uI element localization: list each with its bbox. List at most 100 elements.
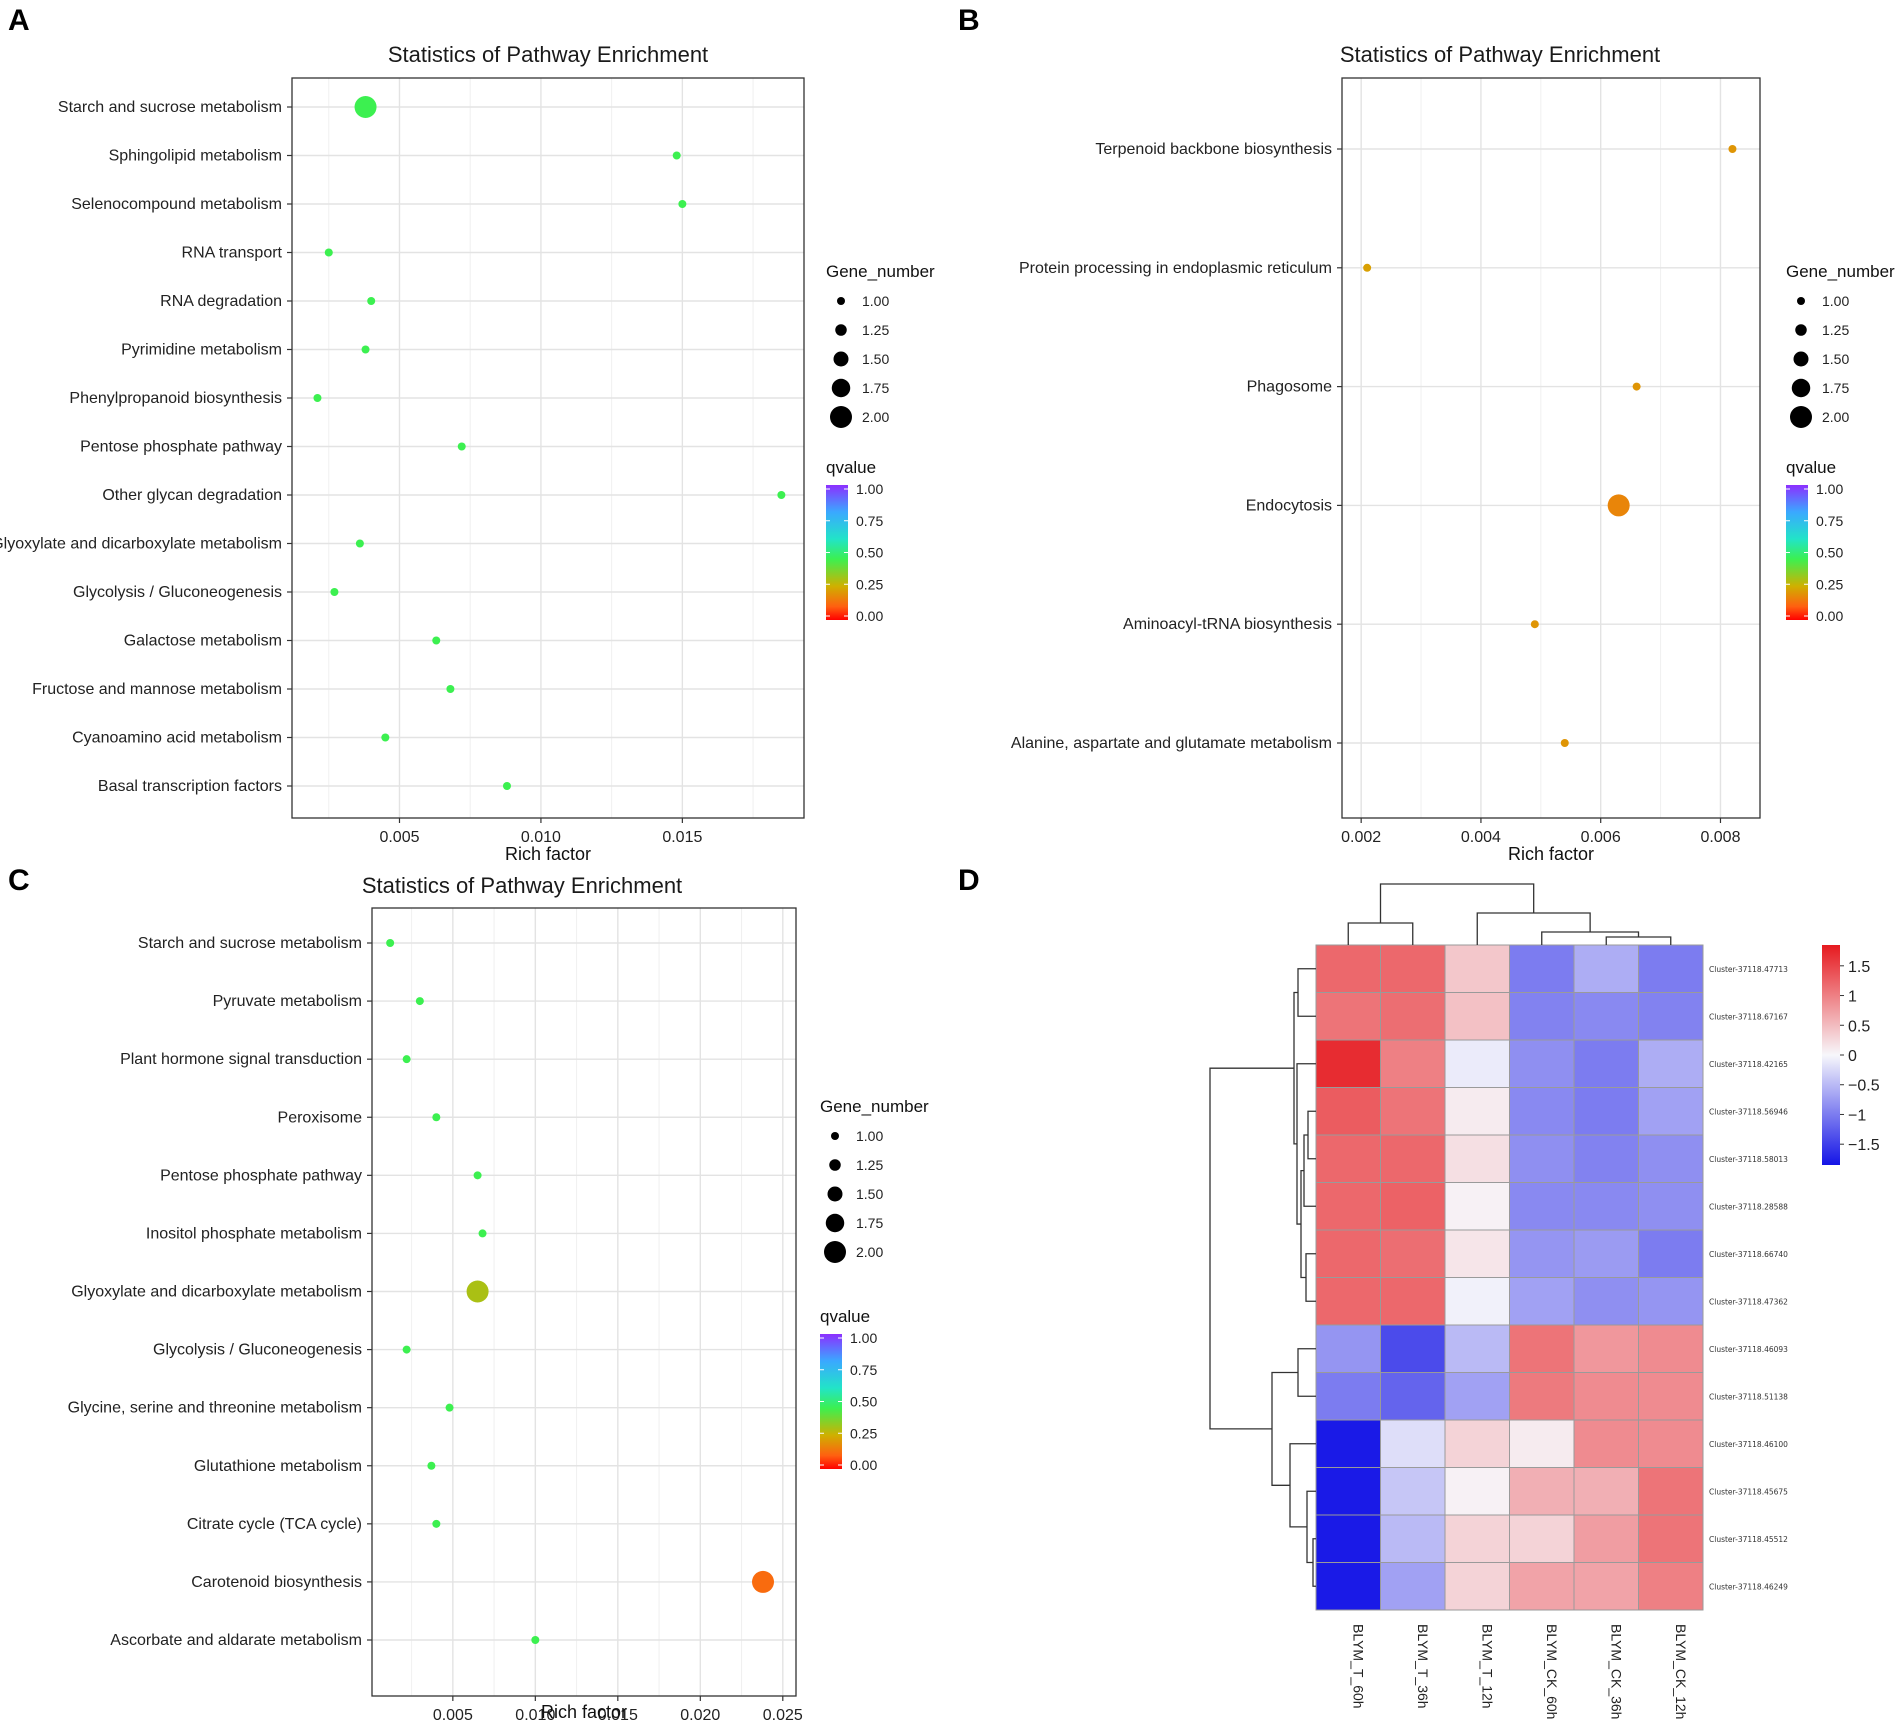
data-point <box>402 1345 411 1354</box>
y-tick-label: Sphingolipid metabolism <box>109 148 282 165</box>
heatmap-cell <box>1638 1039 1704 1088</box>
size-legend-title: Gene_number <box>1786 262 1895 281</box>
y-tick-label: Ascorbate and aldarate metabolism <box>110 1632 362 1649</box>
chart-title: Statistics of Pathway Enrichment <box>388 42 708 67</box>
row-label: Cluster-37118.45512 <box>1709 1535 1788 1544</box>
heatmap-cell <box>1380 1372 1446 1421</box>
colorbar-label: 1 <box>1848 989 1857 1006</box>
qvalue-legend-title: qvalue <box>1786 458 1836 477</box>
heatmap-cell <box>1444 944 1510 993</box>
size-legend-label: 1.25 <box>856 1157 883 1173</box>
chart-title: Statistics of Pathway Enrichment <box>362 873 682 898</box>
dendrogram-branch <box>1476 912 1591 945</box>
data-point <box>386 939 395 947</box>
y-tick-label: Starch and sucrose metabolism <box>138 935 362 952</box>
heatmap-cell <box>1638 944 1704 993</box>
y-tick-label: Glutathione metabolism <box>194 1458 362 1475</box>
heatmap-cell <box>1380 1277 1446 1326</box>
heatmap-cell <box>1444 1134 1510 1183</box>
heatmap-cell <box>1573 1182 1639 1231</box>
heatmap-cell <box>1380 1134 1446 1183</box>
heatmap-cell <box>1380 1514 1446 1563</box>
heatmap-cell <box>1444 1277 1510 1326</box>
y-tick-label: Pyrimidine metabolism <box>121 342 282 359</box>
data-point <box>672 151 681 160</box>
data-point <box>777 491 786 499</box>
y-tick-label: Peroxisome <box>278 1109 363 1126</box>
heatmap-cell <box>1315 1324 1381 1373</box>
dendrogram-branch <box>1289 1443 1316 1528</box>
data-point <box>367 297 376 305</box>
qvalue-colorbar <box>826 485 848 620</box>
heatmap-cell <box>1444 992 1510 1041</box>
data-point <box>478 1229 487 1238</box>
heatmap-cell <box>1573 944 1639 993</box>
heatmap-cell <box>1573 1419 1639 1468</box>
row-label: Cluster-37118.56946 <box>1709 1107 1788 1116</box>
x-tick-label: 0.005 <box>433 1707 473 1721</box>
heatmap-cell <box>1509 1324 1575 1373</box>
x-axis-label: Rich factor <box>541 1702 627 1721</box>
x-tick-label: 0.006 <box>1581 829 1621 846</box>
row-label: Cluster-37118.42165 <box>1709 1060 1788 1069</box>
heatmap-cell <box>1315 1277 1381 1326</box>
plot-border <box>291 77 805 819</box>
column-label: BLYM_T_36h <box>1415 1624 1431 1709</box>
heatmap-cell <box>1380 1419 1446 1468</box>
heatmap-cell <box>1315 1562 1381 1611</box>
row-label: Cluster-37118.47362 <box>1709 1297 1788 1306</box>
y-tick-label: Inositol phosphate metabolism <box>146 1225 362 1242</box>
panel-a: A Statistics of Pathway Enrichment Starch … <box>0 4 935 864</box>
x-axis-label: Rich factor <box>505 844 591 864</box>
qvalue-legend-label: 1.00 <box>1816 481 1843 497</box>
size-legend-key <box>1793 351 1809 367</box>
heatmap-cell <box>1573 1562 1639 1611</box>
data-point <box>502 782 511 790</box>
column-label: BLYM_T_60h <box>1350 1624 1366 1709</box>
y-tick-label: Alanine, aspartate and glutamate metabol… <box>1011 735 1332 752</box>
data-point <box>1728 145 1737 153</box>
heatmap-cell <box>1444 1087 1510 1136</box>
heatmap-cell <box>1509 1562 1575 1611</box>
heatmap-cell <box>1509 944 1575 993</box>
row-label: Cluster-37118.67167 <box>1709 1012 1788 1021</box>
y-tick-label: RNA degradation <box>160 293 282 310</box>
heatmap-cell <box>1315 1134 1381 1183</box>
dendrogram-branch <box>1296 1063 1316 1225</box>
y-tick-label: Galactose metabolism <box>124 633 282 650</box>
heatmap-cell <box>1509 1277 1575 1326</box>
heatmap-cell <box>1573 1324 1639 1373</box>
heatmap-cell <box>1638 1514 1704 1563</box>
heatmap-cell <box>1638 1324 1704 1373</box>
size-legend-key <box>827 1186 843 1202</box>
plot-area <box>372 908 796 1696</box>
heatmap-cell <box>1444 1182 1510 1231</box>
size-legend-title: Gene_number <box>820 1097 929 1116</box>
size-legend-label: 2.00 <box>1822 409 1849 425</box>
heatmap-cell <box>1315 1419 1381 1468</box>
size-legend-title: Gene_number <box>826 262 935 281</box>
heatmap-cell <box>1638 1087 1704 1136</box>
heatmap-cell <box>1638 1372 1704 1421</box>
dendrogram-branch <box>1297 968 1316 1017</box>
heatmap-cell <box>1638 1229 1704 1278</box>
y-tick-label: Carotenoid biosynthesis <box>191 1574 362 1591</box>
row-label: Cluster-37118.47713 <box>1709 965 1788 974</box>
y-tick-label: Glyoxylate and dicarboxylate metabolism <box>0 536 282 553</box>
heatmap-cell <box>1315 944 1381 993</box>
x-tick-label: 0.002 <box>1341 829 1381 846</box>
size-legend-key <box>1790 406 1812 428</box>
size-legend-key <box>825 1213 845 1233</box>
size-legend-label: 1.00 <box>862 293 889 309</box>
heatmap-cell <box>1509 1467 1575 1516</box>
y-tick-label: Basal transcription factors <box>98 778 282 795</box>
dendrogram-branch <box>1307 1110 1316 1160</box>
colorbar-label: −1.5 <box>1848 1137 1880 1154</box>
qvalue-colorbar <box>1786 485 1808 620</box>
qvalue-legend-label: 0.00 <box>856 608 883 624</box>
panel-c: C Statistics of Pathway Enrichment Starch … <box>8 864 929 1721</box>
data-point <box>1530 620 1539 629</box>
heatmap-cell <box>1638 1562 1704 1611</box>
data-point <box>678 200 687 208</box>
column-label: BLYM_T_12h <box>1479 1624 1495 1709</box>
